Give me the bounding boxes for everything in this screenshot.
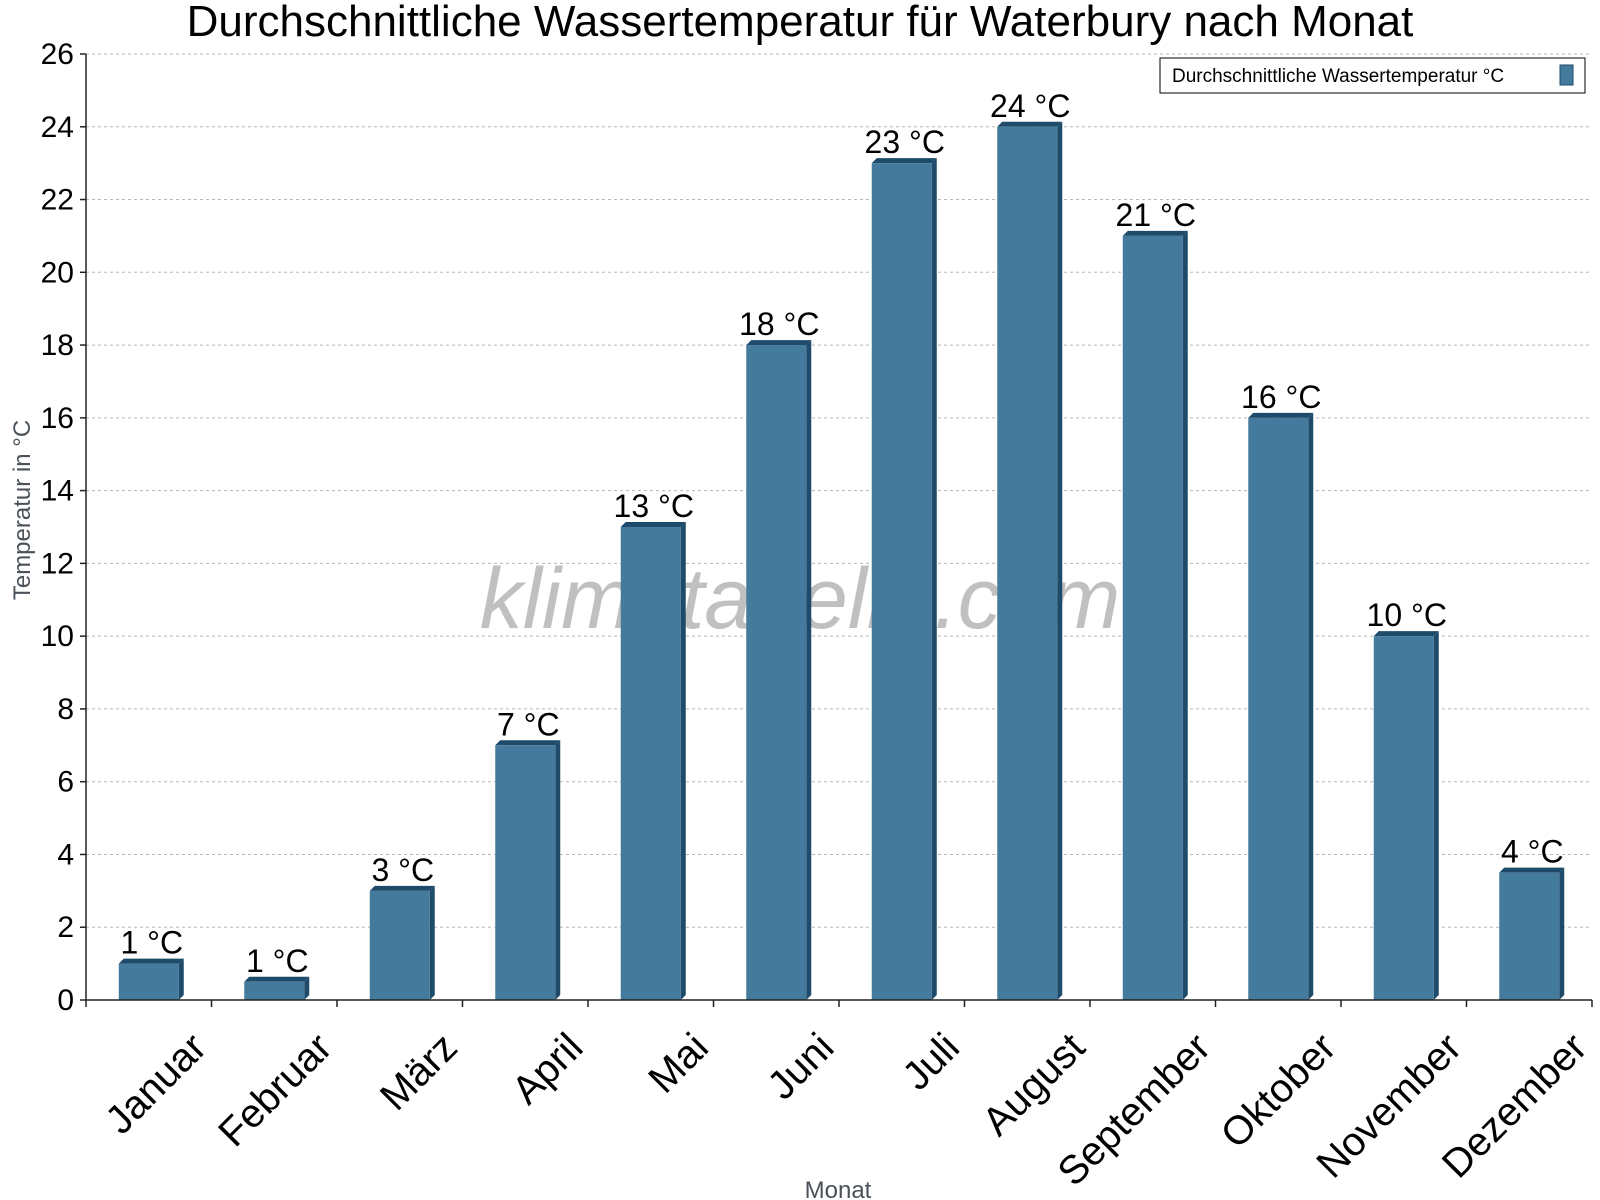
y-tick-label: 4 <box>57 838 74 871</box>
data-label: 7 °C <box>497 706 560 742</box>
bar <box>871 163 932 1001</box>
y-tick-label: 10 <box>41 620 74 653</box>
data-label: 1 °C <box>246 943 309 979</box>
bar <box>1122 235 1183 1000</box>
x-tick-label: August <box>974 1025 1093 1144</box>
x-tick-label: Juli <box>894 1025 968 1099</box>
bar-side <box>1057 121 1063 1001</box>
bar-top <box>871 158 937 164</box>
bar-top <box>495 740 561 746</box>
data-label: 16 °C <box>1241 379 1321 415</box>
bar <box>1499 872 1560 1000</box>
bar-side <box>178 958 184 1000</box>
bar-side <box>1559 867 1565 1000</box>
legend: Durchschnittliche Wassertemperatur °C <box>1159 57 1586 94</box>
bar-dezember: 4 °C <box>1499 834 1565 1000</box>
bar <box>746 345 807 1001</box>
x-tick-label: Mai <box>640 1025 717 1102</box>
x-axis-title: Monat <box>805 1177 872 1200</box>
y-tick-label: 2 <box>57 911 74 944</box>
y-tick-label: 24 <box>41 111 74 144</box>
bar <box>620 527 681 1000</box>
y-tick-label: 12 <box>41 547 74 580</box>
y-tick-label: 20 <box>41 256 74 289</box>
x-tick-label: Februar <box>210 1025 340 1155</box>
legend-swatch <box>1559 64 1574 86</box>
bar-juli: 23 °C <box>865 124 945 1001</box>
bar-februar: 1 °C <box>244 943 310 1000</box>
bar <box>244 981 305 1000</box>
bar-oktober: 16 °C <box>1241 379 1321 1000</box>
bar-side <box>1433 631 1439 1000</box>
bar-top <box>1248 412 1314 418</box>
bar-november: 10 °C <box>1367 597 1447 1000</box>
bar <box>118 963 179 1000</box>
bar-top <box>746 340 812 346</box>
grid-lines <box>86 53 1592 928</box>
bar-top <box>997 121 1063 127</box>
bar-side <box>1308 412 1314 1000</box>
data-label: 18 °C <box>739 306 819 342</box>
legend-box <box>1159 57 1586 94</box>
bar-top <box>244 976 310 982</box>
y-tick-label: 18 <box>41 329 74 362</box>
bar <box>1373 636 1434 1000</box>
bar <box>1248 417 1309 1000</box>
y-tick-label: 14 <box>41 475 74 508</box>
bar-side <box>1182 230 1188 1000</box>
bar-september: 21 °C <box>1116 197 1196 1000</box>
bar-side <box>429 885 435 1000</box>
data-label: 1 °C <box>120 925 183 961</box>
data-label: 13 °C <box>614 488 694 524</box>
y-tick-label: 8 <box>57 693 74 726</box>
data-label: 3 °C <box>371 852 434 888</box>
bar-side <box>304 976 310 1000</box>
bar-mai: 13 °C <box>614 488 694 1000</box>
y-axis-title: Temperatur in °C <box>9 420 36 600</box>
bar <box>495 745 556 1000</box>
y-tick-label: 26 <box>41 38 74 71</box>
bar-top <box>118 958 184 964</box>
bar-side <box>680 522 686 1000</box>
axes <box>85 54 1593 1007</box>
y-tick-label: 6 <box>57 766 74 799</box>
y-tick-label: 0 <box>57 984 74 1017</box>
x-tick-label: Januar <box>97 1025 215 1143</box>
bars: 1 °C 1 °C 3 °C 7 °C 13 °C 18 °C 23 °C 24 °C 21 °… <box>118 88 1565 1001</box>
data-label: 4 °C <box>1501 834 1564 870</box>
y-tick-label: 16 <box>41 402 74 435</box>
bar-märz: 3 °C <box>369 852 435 1000</box>
data-label: 21 °C <box>1116 197 1196 233</box>
bar-juni: 18 °C <box>739 306 819 1001</box>
y-tick-label: 22 <box>41 184 74 217</box>
bar-side <box>931 158 937 1001</box>
bar-side <box>806 340 812 1001</box>
bar-top <box>1122 230 1188 236</box>
x-tick-label: März <box>372 1025 466 1119</box>
chart-title: Durchschnittliche Wassertemperatur für W… <box>187 0 1414 46</box>
bar-side <box>555 740 561 1000</box>
bar-august: 24 °C <box>990 88 1070 1001</box>
bar <box>997 126 1058 1001</box>
legend-label: Durchschnittliche Wassertemperatur °C <box>1172 66 1504 87</box>
data-label: 10 °C <box>1367 597 1447 633</box>
bar-januar: 1 °C <box>118 925 184 1000</box>
bar-top <box>369 885 435 891</box>
data-label: 23 °C <box>865 124 945 160</box>
bar-top <box>620 522 686 527</box>
x-tick-label: Juni <box>759 1025 842 1108</box>
bar-april: 7 °C <box>495 706 561 1000</box>
bar-top <box>1373 631 1439 637</box>
data-label: 24 °C <box>990 88 1070 124</box>
x-tick-label: April <box>504 1025 592 1113</box>
x-tick-label: Oktober <box>1213 1025 1345 1157</box>
bar-top <box>1499 867 1565 873</box>
bar <box>369 890 430 1000</box>
